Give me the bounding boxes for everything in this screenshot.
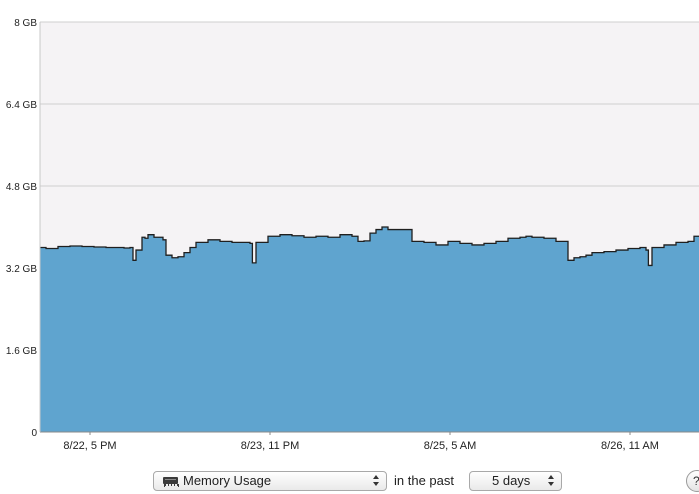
time-range-value: 5 days — [492, 473, 531, 488]
metric-select-value: Memory Usage — [183, 473, 272, 488]
x-tick-label: 8/22, 5 PM — [63, 440, 116, 452]
y-tick-label: 0 — [31, 428, 37, 439]
x-tick-label: 8/25, 5 AM — [424, 440, 477, 452]
chart-controls: Memory Usage in the past 5 days ? — [0, 468, 699, 494]
select-stepper-icon — [548, 474, 556, 488]
y-axis-ticks: 0 1.6 GB 3.2 GB 4.8 GB 6.4 GB 8 GB — [6, 18, 38, 439]
x-tick-label: 8/26, 11 AM — [601, 440, 659, 452]
memory-chip-icon — [163, 477, 179, 486]
in-the-past-label: in the past — [394, 473, 454, 488]
x-tick-label: 8/23, 11 PM — [241, 440, 300, 452]
y-tick-label: 8 GB — [14, 18, 37, 29]
help-button[interactable]: ? — [686, 470, 699, 492]
memory-usage-chart: 0 1.6 GB 3.2 GB 4.8 GB 6.4 GB 8 GB 8/22, 5 PM… — [6, 18, 699, 452]
y-tick-label: 4.8 GB — [6, 182, 37, 193]
metric-select[interactable]: Memory Usage — [153, 471, 387, 491]
select-stepper-icon — [373, 474, 381, 488]
y-tick-label: 3.2 GB — [6, 264, 37, 275]
y-tick-label: 6.4 GB — [6, 100, 37, 111]
memory-usage-line — [40, 226, 699, 267]
y-tick-label: 1.6 GB — [6, 346, 37, 357]
x-axis-ticks: 8/22, 5 PM 8/23, 11 PM 8/25, 5 AM 8/26, 11 … — [63, 432, 659, 452]
time-range-select[interactable]: 5 days — [469, 471, 562, 491]
memory-usage-area — [40, 227, 699, 432]
